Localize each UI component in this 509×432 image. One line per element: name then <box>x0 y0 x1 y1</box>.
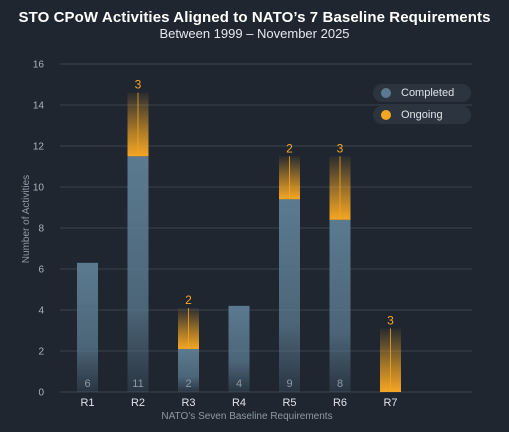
data-label-ongoing: 3 <box>387 313 394 327</box>
x-tick-label: R1 <box>80 397 94 409</box>
bar-completed-r5[interactable] <box>279 199 300 392</box>
x-tick-label: R3 <box>181 397 195 409</box>
bar-completed-r4[interactable] <box>228 305 250 392</box>
legend-label-completed: Completed <box>401 87 455 99</box>
chart-title: STO CPoW Activities Aligned to NATO’s 7 … <box>18 9 491 26</box>
x-axis-ticks: R1 R2 R3 R4 R5 R6 R7 <box>80 397 397 409</box>
data-label-completed: 6 <box>84 378 90 390</box>
y-tick-label: 12 <box>33 142 45 153</box>
legend-swatch-completed <box>381 88 391 98</box>
y-axis-label: Number of Activities <box>21 175 32 263</box>
bar-completed-r2[interactable] <box>127 156 149 392</box>
y-tick-label: 8 <box>38 224 44 235</box>
data-label-completed: 2 <box>185 378 191 390</box>
x-axis-label: NATO’s Seven Baseline Requirements <box>161 411 332 422</box>
legend-swatch-ongoing <box>381 110 391 120</box>
data-label-ongoing: 2 <box>286 141 293 155</box>
bar-completed-r6[interactable] <box>329 219 351 392</box>
data-label-ongoing: 3 <box>337 141 344 155</box>
x-tick-label: R6 <box>333 397 347 409</box>
legend: Completed Ongoing <box>373 84 471 128</box>
legend-item-completed[interactable]: Completed <box>373 84 471 102</box>
chart-subtitle: Between 1999 – November 2025 <box>159 26 350 41</box>
legend-label-ongoing: Ongoing <box>401 109 443 121</box>
data-label-completed: 9 <box>286 378 292 390</box>
legend-item-ongoing[interactable]: Ongoing <box>373 106 471 124</box>
y-tick-label: 4 <box>38 306 44 317</box>
bar-completed-r3[interactable] <box>178 348 199 392</box>
y-tick-label: 6 <box>38 265 44 276</box>
x-tick-label: R4 <box>232 397 246 409</box>
bars <box>77 92 401 392</box>
data-label-completed: 8 <box>337 378 343 390</box>
x-tick-label: R7 <box>383 397 397 409</box>
bar-completed-r1[interactable] <box>77 262 98 392</box>
data-label-completed: 4 <box>236 378 242 390</box>
data-label-ongoing: 3 <box>135 78 142 92</box>
y-tick-label: 2 <box>38 347 44 358</box>
x-tick-label: R5 <box>282 397 296 409</box>
y-tick-label: 10 <box>33 183 45 194</box>
y-tick-label: 0 <box>38 388 44 399</box>
x-tick-label: R2 <box>131 397 145 409</box>
y-tick-label: 16 <box>33 60 45 71</box>
data-label-completed: 11 <box>132 378 143 390</box>
data-labels: 6 3 11 2 2 4 2 9 3 8 3 <box>84 78 394 390</box>
data-label-ongoing: 2 <box>185 293 192 307</box>
y-axis-ticks: 0 2 4 6 8 10 12 14 16 <box>33 60 45 399</box>
y-tick-label: 14 <box>33 101 45 112</box>
